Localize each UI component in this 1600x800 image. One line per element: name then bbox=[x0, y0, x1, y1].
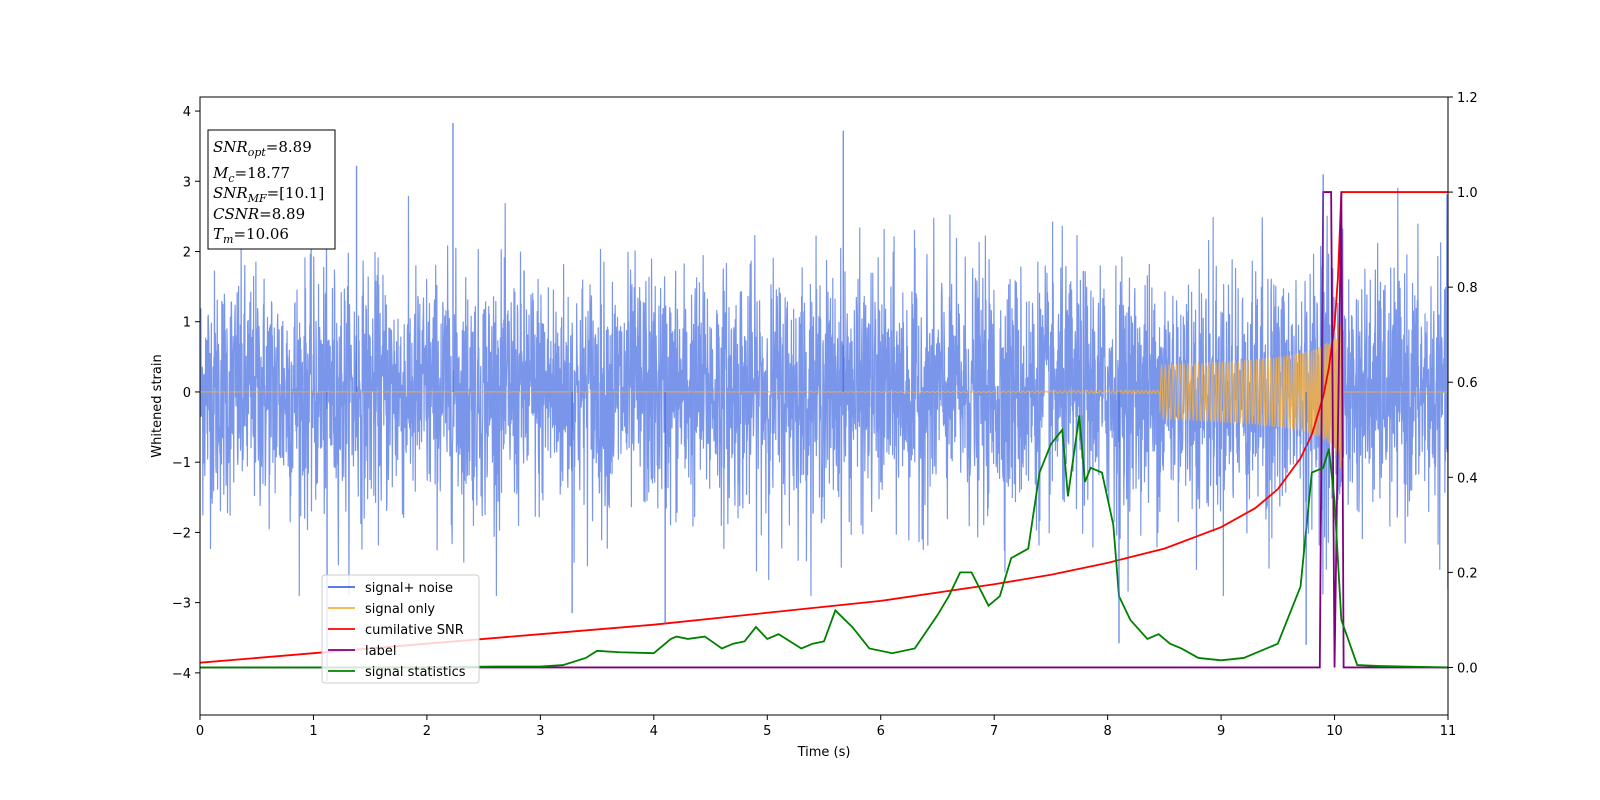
y-axis-right: 0.0 0.2 0.4 0.6 0.8 1.0 1.2 bbox=[1448, 91, 1478, 676]
x-tick-label: 7 bbox=[990, 724, 998, 739]
plot-area bbox=[200, 122, 1448, 682]
legend-label: label bbox=[365, 644, 396, 659]
legend: signal+ noise signal only cumilative SNR… bbox=[321, 574, 480, 684]
y2-tick-label: 0.0 bbox=[1457, 661, 1478, 676]
legend-label: signal+ noise bbox=[365, 581, 453, 596]
y-tick-label: 3 bbox=[183, 175, 191, 190]
legend-label: signal statistics bbox=[365, 665, 466, 680]
y-tick-label: 1 bbox=[183, 316, 191, 331]
legend-item-signal-statistics: signal statistics bbox=[328, 665, 466, 680]
annotation-box: SNRopt=8.89 Mc=18.77 SNRMF=[10.1] CSNR=8… bbox=[207, 129, 336, 250]
x-tick-label: 5 bbox=[763, 724, 771, 739]
y2-tick-label: 1.2 bbox=[1457, 91, 1478, 106]
y-tick-label: 4 bbox=[183, 105, 191, 120]
annotation-snr-mf: SNRMF=[10.1] bbox=[213, 184, 324, 205]
series-line-label bbox=[200, 191, 1448, 669]
y-tick-label: −2 bbox=[172, 526, 191, 541]
legend-item-signal-plus-noise: signal+ noise bbox=[328, 581, 453, 596]
annotation-mc: Mc=18.77 bbox=[212, 164, 290, 185]
series-line-signal-statistics bbox=[200, 415, 1448, 669]
x-tick-label: 11 bbox=[1440, 724, 1457, 739]
y-tick-label: 2 bbox=[183, 246, 191, 261]
legend-label: cumilative SNR bbox=[365, 623, 464, 638]
y2-tick-label: 0.2 bbox=[1457, 566, 1478, 581]
x-tick-label: 8 bbox=[1103, 724, 1111, 739]
y-axis-left: −4 −3 −2 −1 0 1 2 3 4 bbox=[172, 105, 200, 682]
y2-tick-label: 0.6 bbox=[1457, 376, 1478, 391]
y2-tick-label: 0.4 bbox=[1457, 471, 1478, 486]
x-axis-label: Time (s) bbox=[797, 745, 851, 760]
legend-label: signal only bbox=[365, 602, 435, 617]
plot-frame bbox=[199, 96, 1449, 716]
x-tick-label: 2 bbox=[423, 724, 431, 739]
y-tick-label: 0 bbox=[183, 386, 191, 401]
x-tick-label: 9 bbox=[1217, 724, 1225, 739]
x-tick-label: 0 bbox=[196, 724, 204, 739]
y-axis-label: Whitened strain bbox=[150, 354, 165, 457]
series-line-signal-only bbox=[200, 323, 1448, 469]
annotation-csnr: CSNR=8.89 bbox=[213, 205, 305, 223]
x-axis: 0 1 2 3 4 5 6 7 8 9 10 11 bbox=[196, 715, 1456, 739]
y-tick-label: −4 bbox=[172, 667, 191, 682]
legend-item-cumulative-snr: cumilative SNR bbox=[328, 623, 464, 638]
annotation-tm: Tm=10.06 bbox=[213, 225, 289, 246]
legend-item-signal-only: signal only bbox=[328, 602, 435, 617]
legend-item-label: label bbox=[328, 644, 396, 659]
x-tick-label: 3 bbox=[536, 724, 544, 739]
x-tick-label: 4 bbox=[650, 724, 658, 739]
x-tick-label: 1 bbox=[309, 724, 317, 739]
x-tick-label: 6 bbox=[877, 724, 885, 739]
y2-tick-label: 1.0 bbox=[1457, 186, 1478, 201]
annotation-snr-opt: SNRopt=8.89 bbox=[213, 138, 312, 159]
x-tick-label: 10 bbox=[1326, 724, 1343, 739]
y-tick-label: −3 bbox=[172, 597, 191, 612]
series-line-signal-plus-noise bbox=[200, 187, 1448, 597]
y-tick-label: −1 bbox=[172, 456, 191, 471]
y2-tick-label: 0.8 bbox=[1457, 281, 1478, 296]
